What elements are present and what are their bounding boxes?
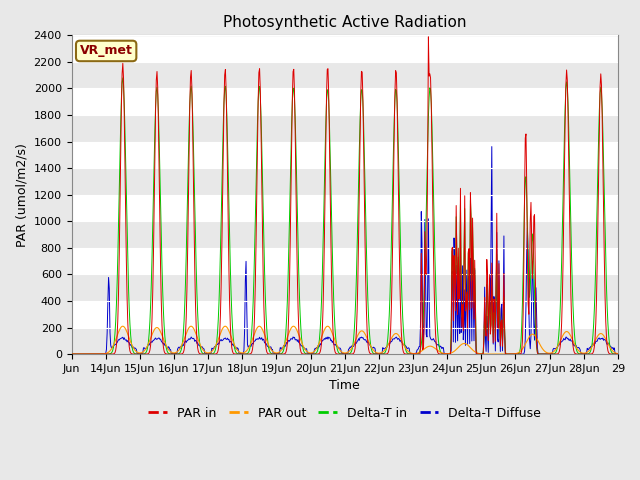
Bar bbox=[72, 115, 618, 142]
X-axis label: Time: Time bbox=[330, 379, 360, 392]
Bar bbox=[72, 275, 618, 301]
Bar bbox=[72, 62, 618, 88]
Bar bbox=[72, 168, 618, 195]
Title: Photosynthetic Active Radiation: Photosynthetic Active Radiation bbox=[223, 15, 467, 30]
Bar bbox=[72, 221, 618, 248]
Legend: PAR in, PAR out, Delta-T in, Delta-T Diffuse: PAR in, PAR out, Delta-T in, Delta-T Dif… bbox=[143, 402, 547, 425]
Text: VR_met: VR_met bbox=[80, 45, 132, 58]
Y-axis label: PAR (umol/m2/s): PAR (umol/m2/s) bbox=[15, 143, 28, 247]
Bar bbox=[72, 327, 618, 354]
